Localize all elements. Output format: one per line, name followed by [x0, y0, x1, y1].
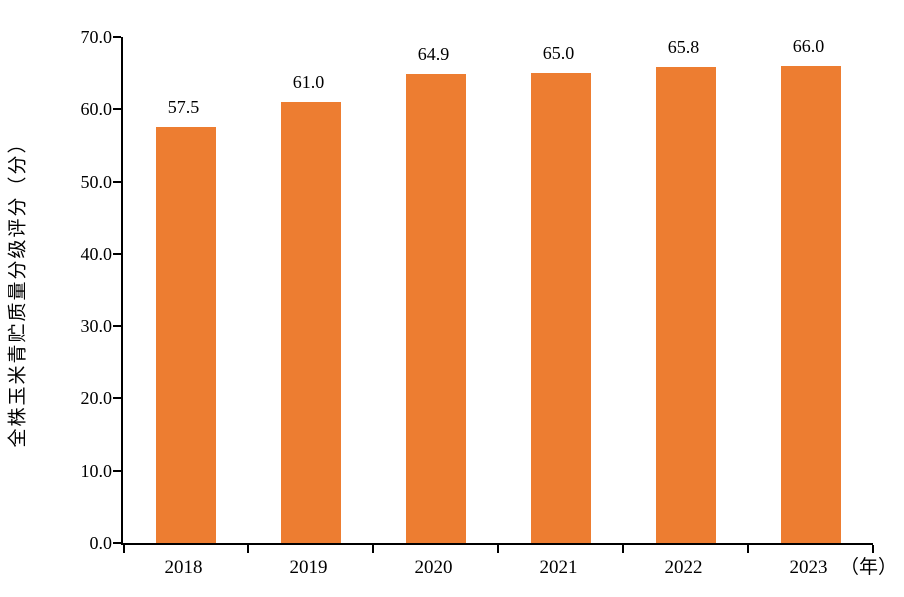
x-axis-tick-label: 2018 [164, 557, 203, 578]
y-axis-tick-mark [113, 252, 121, 255]
y-axis-tick-mark [113, 542, 121, 544]
x-axis-tick-label: 2020 [414, 557, 453, 578]
y-axis-tick-label: 60.0 [80, 99, 113, 120]
y-axis-tick-label: 50.0 [80, 171, 113, 192]
x-axis-tick-mark [372, 545, 374, 553]
bar-value-label: 61.0 [292, 72, 325, 92]
y-axis-tick-label: 30.0 [80, 316, 113, 337]
x-axis-tick-mark [747, 545, 749, 553]
y-axis-tick-mark [113, 36, 121, 38]
x-axis-tick-mark [247, 545, 249, 553]
y-axis-tick-mark [113, 325, 121, 328]
y-axis-tick-label: 70.0 [80, 27, 113, 47]
y-axis-tick-label: 0.0 [89, 533, 113, 553]
x-axis-tick-mark [622, 545, 624, 553]
x-axis-tick-label: 2023 [789, 557, 828, 578]
bar-2018 [155, 127, 216, 543]
x-axis-tick-label: 2019 [289, 557, 328, 578]
bar-2022 [655, 67, 716, 543]
x-axis-tick-mark [872, 545, 874, 553]
bar-value-label: 65.0 [542, 43, 575, 63]
plot-area [113, 36, 874, 553]
y-axis-tick-label: 10.0 [80, 460, 113, 481]
bar-2019 [280, 102, 341, 543]
bar-value-label: 64.9 [417, 44, 450, 64]
y-axis-tick-mark [113, 397, 121, 400]
bar-2023 [780, 66, 841, 543]
bar-value-label: 57.5 [167, 97, 200, 117]
y-axis-tick-label: 40.0 [80, 243, 113, 264]
x-axis-unit-label: （年） [840, 557, 898, 578]
bar-2020 [405, 74, 466, 543]
y-axis-tick-mark [113, 469, 121, 472]
bar-value-label: 65.8 [667, 37, 700, 57]
y-axis-tick-mark [113, 108, 121, 111]
x-axis-tick-label: 2022 [664, 557, 703, 578]
x-axis-tick-mark [497, 545, 499, 553]
x-axis-tick-mark [123, 545, 125, 553]
x-axis-tick-label: 2021 [539, 557, 578, 578]
y-axis-tick-label: 20.0 [80, 388, 113, 409]
y-axis-tick-mark [113, 180, 121, 183]
bar-2021 [530, 73, 591, 543]
bar-value-label: 66.0 [792, 36, 825, 56]
